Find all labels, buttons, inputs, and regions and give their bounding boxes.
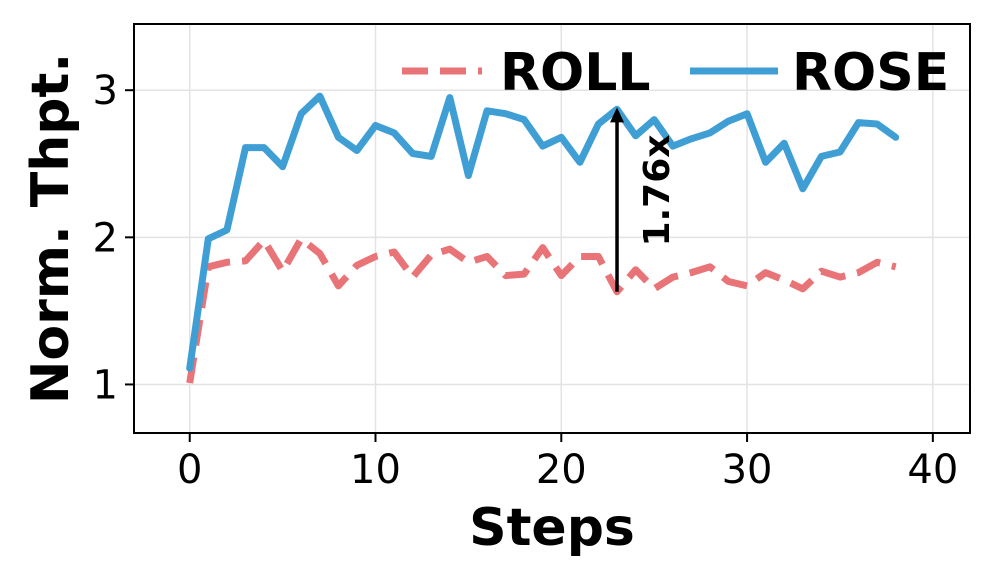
x-tick-label: 0: [177, 447, 202, 493]
x-axis-label: Steps: [469, 498, 635, 558]
y-tick-label: 2: [93, 215, 118, 261]
grid-lines: [134, 24, 970, 433]
legend-label-roll: ROLL: [500, 43, 651, 103]
series-line-rose: [186, 92, 900, 372]
legend-label-rose: ROSE: [792, 43, 949, 103]
series-lines: [186, 92, 900, 384]
x-tick-label: 20: [536, 447, 587, 493]
annotation-arrow-head: [610, 107, 625, 123]
annotation: 1.76x: [610, 107, 678, 292]
plot-frame: [133, 23, 971, 434]
y-tick-label: 1: [93, 362, 118, 408]
x-tick-label: 10: [350, 447, 401, 493]
annotation-label: 1.76x: [637, 135, 678, 247]
x-tick-label: 30: [722, 447, 773, 493]
legend: ROLL ROSE: [402, 43, 949, 103]
axis-ticks: 0 10 20 30 40 1 2 3: [93, 68, 959, 493]
y-axis-label: Norm. Thpt.: [21, 53, 81, 404]
series-line-roll: [186, 235, 897, 384]
y-tick-label: 3: [93, 68, 118, 114]
x-tick-label: 40: [907, 447, 958, 493]
